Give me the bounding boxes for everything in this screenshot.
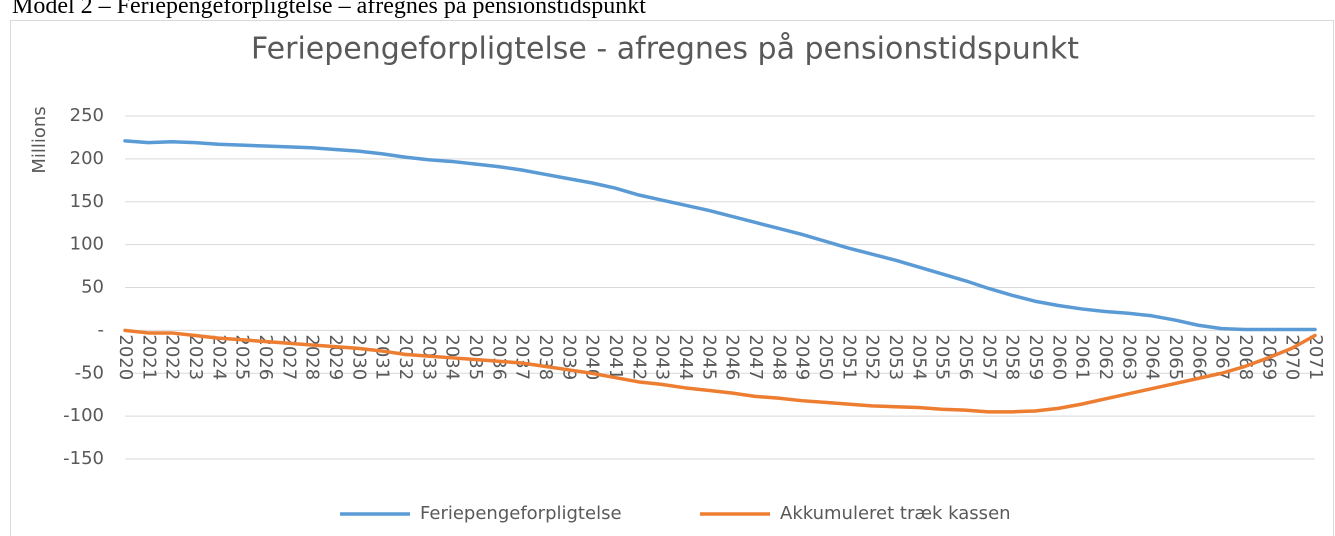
x-tick-label: 2064	[1142, 334, 1163, 380]
x-tick-label: 2026	[255, 334, 276, 380]
x-tick-label: 2045	[698, 334, 719, 380]
legend-label: Akkumuleret træk kassen	[780, 503, 1011, 524]
x-tick-label: 2031	[372, 334, 393, 380]
x-tick-label: 2032	[395, 334, 416, 380]
x-tick-label: 2050	[815, 334, 836, 380]
x-tick-label: 2024	[208, 334, 229, 380]
line-series	[123, 139, 1317, 332]
x-tick-label: 2059	[1025, 334, 1046, 380]
x-tick-label: 2040	[582, 334, 603, 380]
y-tick-label: -150	[63, 448, 104, 469]
x-tick-label: 2035	[465, 334, 486, 380]
x-tick-label: 2023	[185, 334, 206, 380]
y-tick-label: 50	[81, 277, 104, 298]
x-tick-label: 2065	[1165, 334, 1186, 380]
y-axis-label: Millions	[29, 106, 50, 173]
x-tick-label: 2070	[1282, 334, 1303, 380]
x-tick-label: 2049	[792, 334, 813, 380]
x-tick-label: 2063	[1118, 334, 1139, 380]
x-tick-label: 2028	[302, 334, 323, 380]
x-tick-label: 2021	[138, 334, 159, 380]
chart-title: Feriepengeforpligtelse - afregnes på pen…	[251, 32, 1079, 67]
x-tick-label: 2051	[838, 334, 859, 380]
x-tick-label: 2039	[558, 334, 579, 380]
x-tick-label: 2043	[652, 334, 673, 380]
x-tick-label: 2036	[488, 334, 509, 380]
x-tick-label: 2054	[908, 334, 929, 380]
x-tick-label: 2062	[1095, 334, 1116, 380]
y-tick-label: 100	[70, 234, 104, 255]
x-tick-label: 2053	[885, 334, 906, 380]
x-tick-label: 2068	[1235, 334, 1256, 380]
x-tick-label: 2030	[348, 334, 369, 380]
x-tick-label: 2027	[278, 334, 299, 380]
x-tick-label: 2057	[978, 334, 999, 380]
x-tick-label: 2022	[162, 334, 183, 380]
line-series	[123, 328, 1317, 414]
caption: Model 2 – Feriepengeforpligtelse – afreg…	[12, 0, 646, 19]
x-tick-label: 2047	[745, 334, 766, 380]
x-tick-label: 2048	[768, 334, 789, 380]
x-tick-label: 2067	[1212, 334, 1233, 380]
x-tick-label: 2025	[232, 334, 253, 380]
x-tick-label: 2055	[932, 334, 953, 380]
x-tick-label: 2058	[1002, 334, 1023, 380]
chart-frame	[10, 20, 1334, 536]
x-tick-label: 2052	[862, 334, 883, 380]
x-tick-label: 2044	[675, 334, 696, 380]
legend-label: Feriepengeforpligtelse	[420, 503, 622, 524]
x-tick-label: 2020	[115, 334, 136, 380]
x-tick-label: 2066	[1188, 334, 1209, 380]
y-tick-label: 150	[70, 191, 104, 212]
x-tick-label: 2038	[535, 334, 556, 380]
y-tick-label: -	[98, 319, 105, 340]
x-tick-label: 2061	[1072, 334, 1093, 380]
x-tick-label: 2056	[955, 334, 976, 380]
x-tick-label: 2037	[512, 334, 533, 380]
y-tick-label: 200	[70, 148, 104, 169]
x-tick-label: 2041	[605, 334, 626, 380]
y-tick-label: 250	[70, 105, 104, 126]
x-tick-label: 2071	[1305, 334, 1326, 380]
x-tick-label: 2046	[722, 334, 743, 380]
x-tick-label: 2042	[628, 334, 649, 380]
x-tick-label: 2060	[1048, 334, 1069, 380]
x-tick-label: 2029	[325, 334, 346, 380]
y-tick-label: -100	[63, 405, 104, 426]
y-tick-label: -50	[75, 362, 104, 383]
